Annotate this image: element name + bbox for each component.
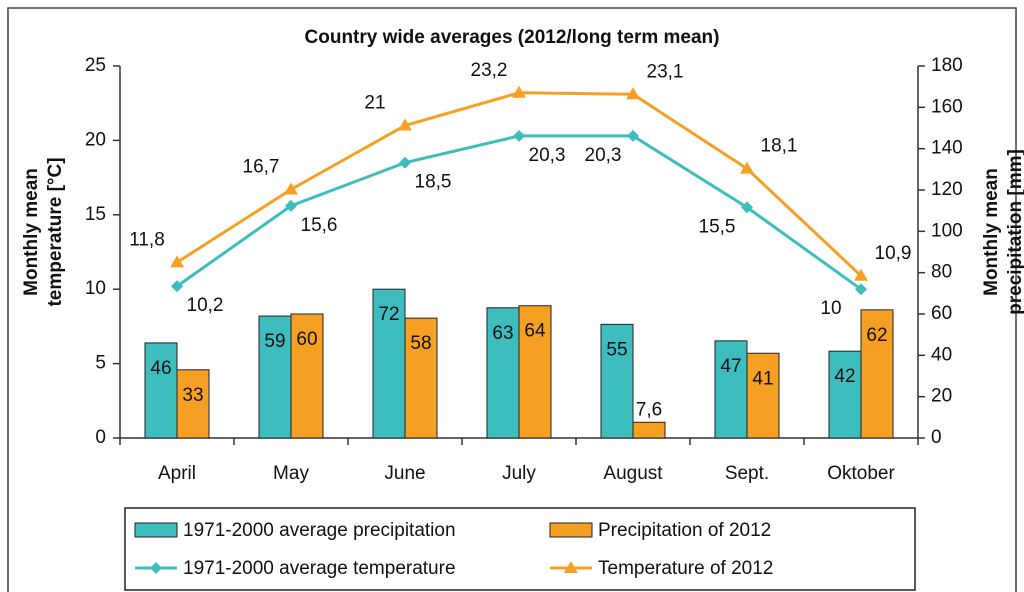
legend-marker: [564, 561, 578, 573]
bar-value-label: 33: [182, 385, 203, 406]
line-marker: [284, 182, 298, 195]
bar-value-label: 55: [606, 339, 627, 360]
y2-tick-label: 20: [931, 386, 952, 407]
y-tick-label: 20: [85, 129, 106, 150]
line-marker: [740, 161, 754, 174]
legend-label: 1971-2000 average temperature: [183, 558, 456, 579]
line-value-label: 20,3: [585, 145, 622, 166]
bar-value-label: 42: [834, 366, 855, 387]
legend-marker: [150, 562, 162, 574]
y2-axis-title: precipitation [mm]: [1005, 149, 1024, 315]
bar-value-label: 63: [492, 323, 513, 344]
bar: [518, 305, 552, 439]
bar-value-label: 60: [296, 329, 317, 350]
line-marker: [854, 268, 868, 281]
y2-tick-label: 80: [931, 262, 952, 283]
bar: [860, 309, 894, 439]
bar-value-label: 64: [524, 321, 546, 342]
bar-value-label: 72: [378, 304, 399, 325]
line-marker: [741, 201, 753, 214]
line-marker: [285, 199, 297, 212]
line-value-label: 18,5: [415, 172, 452, 193]
y-axis-title: Monthly mean: [21, 168, 42, 296]
bar-value-label: 7,6: [636, 399, 662, 420]
y2-tick-label: 0: [931, 427, 942, 448]
bar: [258, 315, 292, 439]
y-tick-label: 0: [95, 427, 106, 448]
y-tick-label: 15: [85, 204, 106, 225]
y2-tick-label: 120: [931, 179, 963, 200]
y2-tick-label: 40: [931, 344, 952, 365]
line-marker: [398, 118, 412, 131]
line-marker: [855, 283, 867, 296]
legend-label: 1971-2000 average precipitation: [183, 520, 456, 541]
line-value-label: 23,1: [647, 61, 684, 82]
chart-title: Country wide averages (2012/long term me…: [305, 27, 720, 48]
legend-label: Temperature of 2012: [598, 558, 773, 579]
legend-label: Precipitation of 2012: [598, 520, 771, 541]
bar-value-label: 47: [720, 356, 741, 377]
bar: [632, 421, 666, 439]
line-value-label: 16,7: [243, 157, 280, 178]
line-marker: [399, 156, 411, 169]
line-value-label: 20,3: [529, 145, 566, 166]
line-value-label: 11,8: [129, 229, 165, 250]
bar-value-label: 58: [410, 333, 431, 354]
bar-value-label: 62: [866, 325, 887, 346]
y2-tick-label: 140: [931, 138, 963, 159]
y2-tick-label: 100: [931, 220, 963, 241]
line-value-label: 15,5: [699, 216, 736, 237]
bar: [746, 352, 780, 439]
x-tick-label: July: [502, 463, 536, 484]
bar: [486, 307, 520, 439]
line-value-label: 18,1: [761, 136, 798, 157]
line-value-label: 10: [820, 298, 841, 319]
bar: [828, 350, 862, 439]
line-marker: [512, 85, 526, 98]
y2-tick-label: 180: [931, 55, 963, 76]
line-marker: [170, 255, 184, 268]
x-tick-label: May: [273, 463, 309, 484]
y-tick-label: 10: [85, 278, 106, 299]
bar-value-label: 46: [150, 358, 171, 379]
chart-frame: [7, 7, 1017, 592]
bar-value-label: 41: [752, 368, 773, 389]
x-tick-label: Sept.: [725, 463, 769, 484]
x-tick-label: Oktober: [827, 463, 895, 484]
y-axis-title: temperature [°C]: [45, 157, 66, 306]
legend-box: [124, 507, 916, 591]
line-value-label: 15,6: [301, 215, 338, 236]
line-marker: [626, 87, 640, 100]
line-value-label: 10,2: [187, 295, 224, 316]
x-tick-label: August: [603, 463, 663, 484]
bar: [290, 313, 324, 439]
line-value-label: 10,9: [875, 243, 912, 264]
y2-tick-label: 160: [931, 96, 963, 117]
y-tick-label: 5: [95, 353, 106, 374]
bar-value-label: 59: [264, 331, 285, 352]
bar: [176, 369, 210, 439]
y2-tick-label: 60: [931, 303, 952, 324]
line-marker: [513, 129, 525, 142]
legend-swatch: [134, 522, 178, 538]
y-tick-label: 25: [85, 55, 106, 76]
legend-swatch: [549, 522, 593, 538]
line-marker: [171, 280, 183, 293]
y2-axis-title: Monthly mean: [981, 168, 1002, 296]
line-value-label: 21: [364, 93, 385, 114]
x-tick-label: April: [158, 463, 196, 484]
bar: [600, 323, 634, 439]
x-tick-label: June: [384, 463, 425, 484]
bar: [404, 317, 438, 439]
line-marker: [627, 129, 639, 142]
bar: [714, 340, 748, 439]
line-value-label: 23,2: [471, 60, 508, 81]
